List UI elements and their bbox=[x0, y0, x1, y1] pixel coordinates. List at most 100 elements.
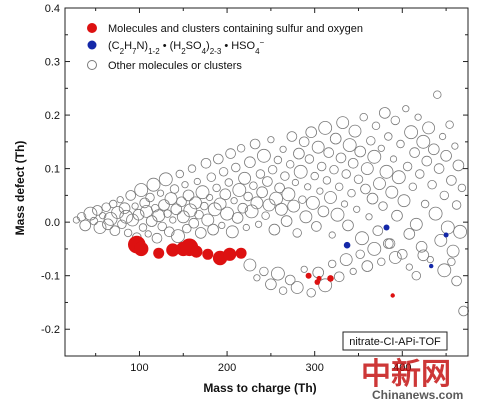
y-tick-label: -0.1 bbox=[41, 271, 60, 283]
other-cluster-point bbox=[195, 227, 207, 239]
other-cluster-point bbox=[220, 206, 235, 221]
legend-marker-gray bbox=[87, 60, 97, 70]
other-cluster-point bbox=[420, 199, 430, 209]
other-cluster-point bbox=[188, 217, 200, 229]
other-cluster-point bbox=[409, 147, 420, 158]
other-cluster-point bbox=[348, 124, 362, 138]
other-cluster-point bbox=[336, 116, 350, 129]
other-cluster-point bbox=[152, 209, 166, 223]
instrument-label: nitrate-CI-APi-TOF bbox=[349, 336, 441, 348]
other-cluster-point bbox=[231, 212, 244, 224]
y-tick-label: 0.3 bbox=[45, 57, 60, 69]
other-cluster-point bbox=[371, 121, 381, 130]
plot-frame bbox=[64, 7, 469, 357]
other-cluster-point bbox=[253, 274, 261, 282]
other-cluster-point bbox=[261, 211, 270, 220]
other-cluster-point bbox=[225, 148, 236, 159]
other-cluster-point bbox=[281, 187, 296, 202]
other-cluster-point bbox=[99, 212, 107, 220]
other-cluster-point bbox=[108, 199, 118, 209]
amine-acid-cluster-point bbox=[343, 241, 351, 249]
other-cluster-point bbox=[207, 223, 219, 236]
other-cluster-point bbox=[290, 281, 304, 294]
other-cluster-point bbox=[347, 188, 356, 198]
other-cluster-point bbox=[259, 266, 269, 277]
other-cluster-point bbox=[298, 136, 310, 148]
other-cluster-point bbox=[388, 251, 402, 264]
other-cluster-point bbox=[433, 90, 442, 99]
other-cluster-point bbox=[365, 213, 373, 221]
other-cluster-point bbox=[311, 221, 322, 232]
other-cluster-point bbox=[305, 126, 318, 138]
other-cluster-point bbox=[451, 275, 462, 287]
other-cluster-point bbox=[237, 202, 249, 214]
other-cluster-point bbox=[195, 185, 210, 200]
other-cluster-point bbox=[367, 241, 382, 256]
other-cluster-point bbox=[213, 197, 227, 211]
other-cluster-point bbox=[256, 186, 268, 199]
other-cluster-point bbox=[323, 147, 335, 158]
other-cluster-point bbox=[213, 153, 224, 165]
other-cluster-point bbox=[306, 288, 316, 298]
other-cluster-point bbox=[280, 171, 290, 181]
other-cluster-point bbox=[402, 105, 410, 113]
other-cluster-point bbox=[329, 164, 339, 175]
other-cluster-point bbox=[342, 138, 357, 153]
other-cluster-point bbox=[347, 158, 359, 169]
other-cluster-point bbox=[206, 172, 217, 182]
other-cluster-point bbox=[415, 169, 425, 179]
other-cluster-point bbox=[176, 196, 187, 208]
other-cluster-point bbox=[255, 220, 263, 228]
other-cluster-point bbox=[212, 183, 221, 193]
other-cluster-point bbox=[440, 220, 455, 235]
other-cluster-point bbox=[111, 206, 124, 219]
amine-acid-cluster-point bbox=[383, 224, 390, 231]
other-cluster-point bbox=[390, 115, 401, 126]
other-cluster-point bbox=[293, 147, 305, 160]
other-cluster-point bbox=[427, 179, 437, 190]
other-cluster-point bbox=[207, 202, 222, 217]
legend-label-sulfur-oxygen: Molecules and clusters containing sulfur… bbox=[108, 23, 363, 35]
sulfur-oxygen-point bbox=[190, 245, 203, 258]
other-cluster-point bbox=[250, 196, 264, 210]
other-cluster-point bbox=[366, 136, 376, 146]
sulfur-oxygen-point bbox=[316, 275, 322, 281]
other-cluster-point bbox=[292, 228, 302, 238]
other-cluster-point bbox=[421, 155, 433, 167]
other-cluster-point bbox=[189, 196, 202, 210]
other-cluster-point bbox=[437, 263, 452, 278]
other-cluster-point bbox=[414, 113, 422, 121]
other-cluster-point bbox=[118, 202, 131, 215]
other-cluster-point bbox=[232, 183, 247, 197]
other-cluster-point bbox=[194, 209, 204, 220]
other-cluster-point bbox=[181, 181, 189, 189]
legend-label-other: Other molecules or clusters bbox=[108, 60, 242, 72]
other-cluster-point bbox=[102, 218, 114, 231]
other-cluster-point bbox=[123, 228, 133, 238]
other-cluster-point bbox=[342, 219, 354, 232]
other-cluster-point bbox=[367, 149, 382, 164]
axes: 100 200 300 400 -0.2 -0.1 0.0 0.1 0.2 0.3 0.4 bbox=[41, 3, 469, 374]
other-cluster-point bbox=[151, 232, 163, 244]
other-cluster-point bbox=[341, 169, 351, 179]
other-cluster-point bbox=[291, 178, 299, 187]
other-cluster-point bbox=[116, 196, 124, 204]
other-cluster-point bbox=[330, 207, 345, 222]
other-cluster-point bbox=[89, 216, 99, 226]
other-cluster-point bbox=[434, 233, 448, 247]
other-cluster-point bbox=[316, 187, 324, 195]
other-cluster-point bbox=[453, 224, 468, 239]
other-cluster-point bbox=[262, 198, 276, 212]
other-cluster-point bbox=[187, 164, 197, 173]
instrument-box: nitrate-CI-APi-TOF bbox=[342, 331, 448, 351]
other-cluster-point bbox=[193, 177, 201, 186]
y-tick-label: 0.4 bbox=[45, 3, 60, 15]
watermark-chinese: 中新网 bbox=[361, 357, 451, 392]
watermark: 中新网 Chinanews.com bbox=[361, 357, 463, 402]
other-cluster-point bbox=[409, 217, 423, 231]
other-cluster-point bbox=[349, 267, 357, 275]
sulfur-oxygen-point bbox=[390, 293, 395, 298]
sulfur-oxygen-point bbox=[235, 247, 247, 259]
other-cluster-point bbox=[109, 225, 121, 237]
other-cluster-point bbox=[353, 205, 361, 213]
